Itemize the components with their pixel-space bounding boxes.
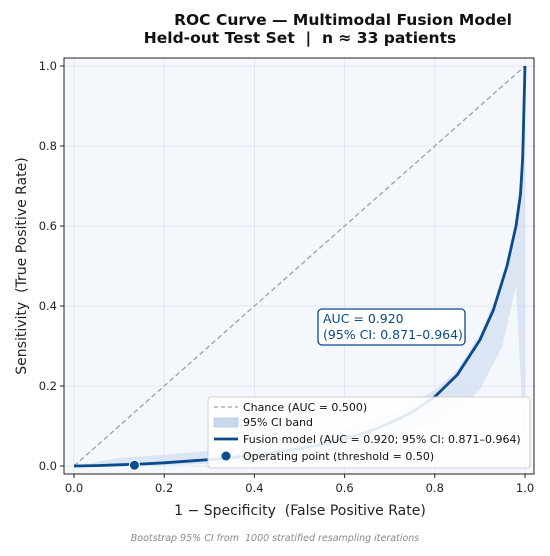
y-tick-label: 0.6 xyxy=(39,219,57,233)
legend-swatch-operating-point xyxy=(221,451,231,461)
y-tick-label: 0.0 xyxy=(39,459,57,473)
operating-point-marker xyxy=(128,459,140,471)
chart-title: ROC Curve — Multimodal Fusion Model xyxy=(174,11,512,29)
y-tick-label: 1.0 xyxy=(39,59,57,73)
x-tick-label: 0.4 xyxy=(245,481,263,495)
axis-ticks: 0.0 0.2 0.4 0.6 0.8 1.0 0.0 0.2 0.4 0.6 0.8 1.0 xyxy=(39,59,534,495)
legend-swatch-ci-band xyxy=(213,417,239,428)
auc-annotation-line2: (95% CI: 0.871–0.964) xyxy=(323,327,463,342)
footnote: Bootstrap 95% CI from 1000 stratified re… xyxy=(131,533,420,544)
legend-box xyxy=(207,396,531,469)
auc-annotation-line1: AUC = 0.920 xyxy=(323,311,404,326)
x-tick-label: 0.0 xyxy=(65,481,83,495)
x-axis-label: 1 − Specificity (False Positive Rate) xyxy=(174,503,426,519)
legend-label-operating-point: Operating point (threshold = 0.50) xyxy=(243,450,434,463)
x-tick-label: 1.0 xyxy=(516,481,534,495)
auc-annotation: AUC = 0.920 (95% CI: 0.871–0.964) xyxy=(317,308,466,346)
legend-label-ci-band: 95% CI band xyxy=(243,416,313,429)
chance-line xyxy=(73,65,526,467)
y-tick-label: 0.2 xyxy=(39,379,57,393)
x-tick-label: 0.8 xyxy=(426,481,444,495)
y-tick-label: 0.4 xyxy=(39,299,57,313)
legend-label-fusion: Fusion model (AUC = 0.920; 95% CI: 0.871… xyxy=(243,433,521,446)
x-tick-label: 0.6 xyxy=(335,481,353,495)
y-tick-label: 0.8 xyxy=(39,139,57,153)
plot-frame xyxy=(63,57,535,475)
grid xyxy=(64,58,534,474)
x-tick-label: 0.2 xyxy=(155,481,173,495)
chart-subtitle: Held-out Test Set | n ≈ 33 patients xyxy=(144,29,456,48)
y-axis-label: Sensitivity (True Positive Rate) xyxy=(14,157,30,374)
auc-annotation-box xyxy=(317,308,466,346)
legend: Chance (AUC = 0.500) 95% CI band Fusion … xyxy=(207,396,531,469)
legend-label-chance: Chance (AUC = 0.500) xyxy=(243,401,367,414)
